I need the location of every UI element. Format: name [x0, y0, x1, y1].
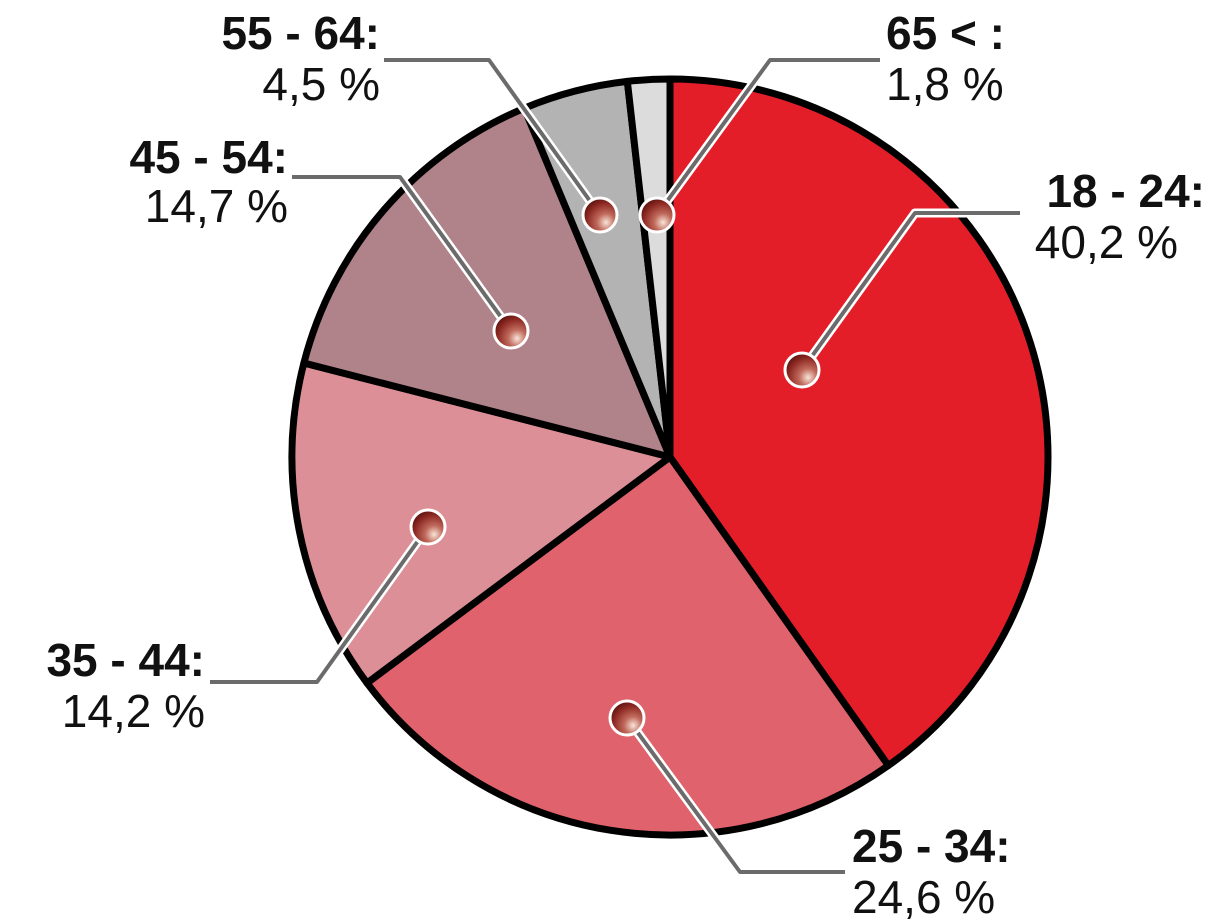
leader-line-25-34 [625, 716, 845, 874]
pin-marker-45-54 [492, 312, 530, 350]
label-category-35-44: 35 - 44: [46, 634, 205, 686]
pin-marker-18-24 [783, 351, 821, 389]
label-category-18-24: 18 - 24: [1046, 165, 1205, 217]
pie-slice-25-34 [363, 453, 892, 839]
label-value-18-24: 40,2 % [1035, 216, 1178, 268]
pin-marker-65 [638, 196, 676, 234]
label-value-55-64: 4,5 % [262, 58, 380, 110]
pie-slice-35-44 [288, 359, 674, 687]
leader-line-18-24 [800, 211, 1020, 372]
pin-marker-25-34 [608, 699, 646, 737]
label-category-25-34: 25 - 34: [852, 820, 1011, 872]
pie-slice-65 [623, 75, 674, 461]
label-value-45-54: 14,7 % [145, 180, 288, 232]
pie-slice-45-54 [300, 104, 674, 461]
label-category-65-plus: 65 < : [886, 7, 1005, 59]
label-value-65-plus: 1,8 % [886, 58, 1004, 110]
leader-line-35-44 [210, 525, 430, 684]
pin-marker-35-44 [409, 508, 447, 546]
leader-line-65 [655, 58, 880, 217]
pie-slice-18-24 [666, 75, 1052, 770]
label-category-55-64: 55 - 64: [221, 7, 380, 59]
label-value-25-34: 24,6 % [852, 871, 995, 922]
label-value-35-44: 14,2 % [62, 685, 205, 737]
leader-line-45-54 [292, 175, 513, 333]
label-category-45-54: 45 - 54: [129, 131, 288, 183]
pin-marker-55-64 [581, 196, 619, 234]
leader-line-55-64 [384, 58, 602, 217]
